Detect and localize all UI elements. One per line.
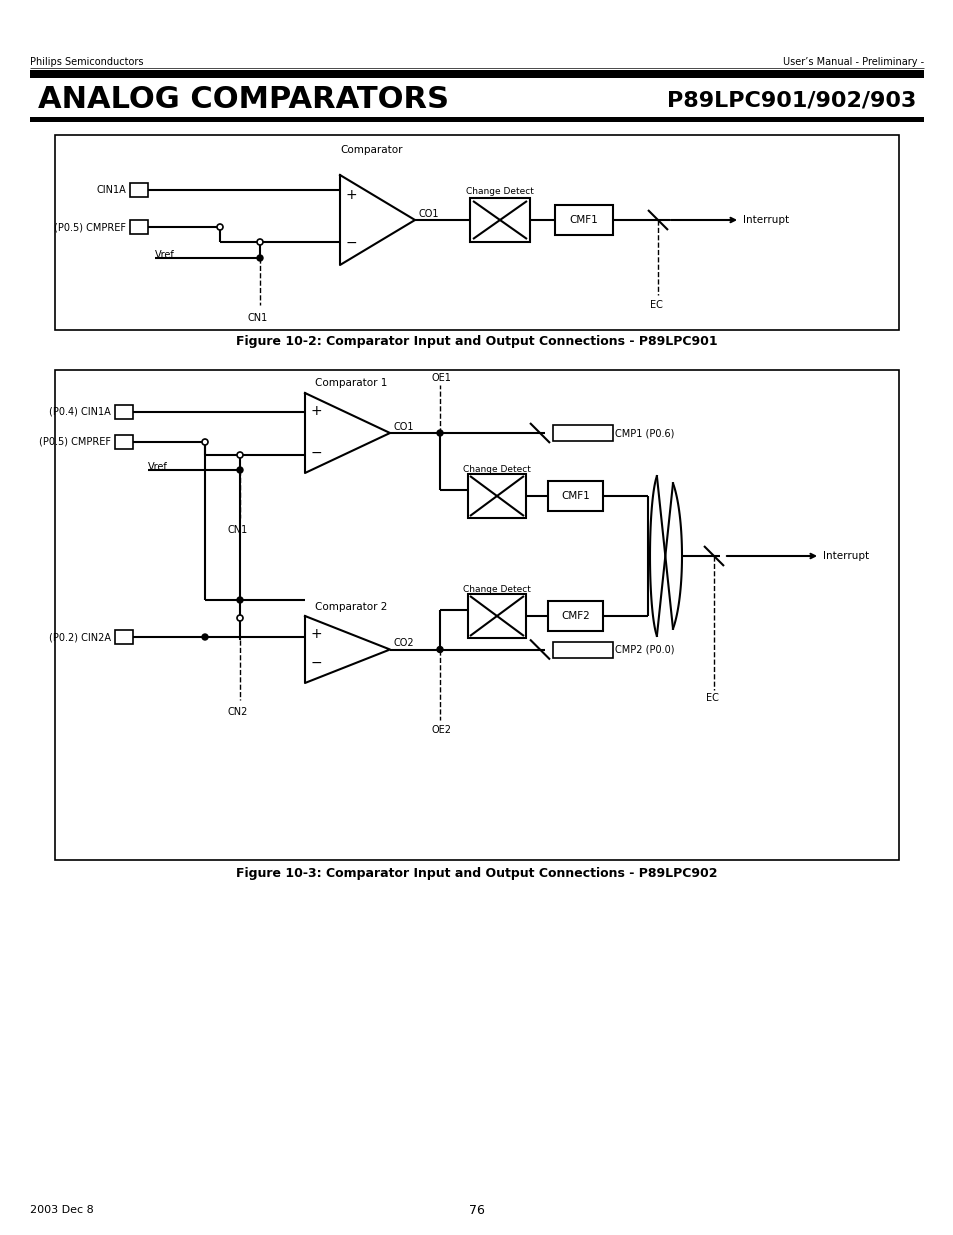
- Bar: [468, 594, 525, 638]
- Text: User’s Manual - Preliminary -: User’s Manual - Preliminary -: [782, 57, 923, 67]
- Text: P89LPC901/902/903: P89LPC901/902/903: [666, 90, 915, 110]
- Text: CO2: CO2: [394, 638, 415, 648]
- Circle shape: [256, 240, 263, 245]
- Text: Vref: Vref: [154, 249, 174, 261]
- Bar: [547, 601, 602, 631]
- Circle shape: [436, 430, 442, 436]
- Bar: [553, 425, 613, 441]
- Text: 2003 Dec 8: 2003 Dec 8: [30, 1205, 93, 1215]
- Text: Comparator 1: Comparator 1: [314, 378, 387, 388]
- Text: CN1: CN1: [228, 525, 248, 535]
- Text: 76: 76: [469, 1203, 484, 1216]
- Circle shape: [256, 254, 263, 261]
- Circle shape: [202, 438, 208, 445]
- Bar: [30, 117, 923, 122]
- Text: CMP2 (P0.0): CMP2 (P0.0): [615, 645, 674, 655]
- Text: −: −: [346, 236, 357, 249]
- Text: EC: EC: [705, 693, 719, 703]
- Text: CO1: CO1: [394, 422, 414, 432]
- Text: Figure 10-2: Comparator Input and Output Connections - P89LPC901: Figure 10-2: Comparator Input and Output…: [236, 336, 717, 348]
- Text: +: +: [311, 404, 322, 417]
- Text: (P0.5) CMPREF: (P0.5) CMPREF: [39, 437, 111, 447]
- Text: Change Detect: Change Detect: [462, 584, 531, 594]
- Text: CIN1A: CIN1A: [96, 185, 126, 195]
- Text: +: +: [346, 188, 357, 203]
- Text: OE1: OE1: [432, 373, 452, 383]
- Bar: [470, 198, 530, 242]
- Text: CMP1 (P0.6): CMP1 (P0.6): [615, 429, 674, 438]
- Text: Change Detect: Change Detect: [462, 464, 531, 473]
- Text: CN1: CN1: [248, 312, 268, 324]
- Bar: [115, 435, 132, 450]
- Text: ANALOG COMPARATORS: ANALOG COMPARATORS: [38, 85, 449, 115]
- Text: CMF2: CMF2: [560, 611, 589, 621]
- Text: Interrupt: Interrupt: [742, 215, 788, 225]
- Text: Change Detect: Change Detect: [466, 188, 534, 196]
- Text: +: +: [311, 627, 322, 641]
- Text: CN2: CN2: [228, 706, 248, 718]
- Text: Figure 10-3: Comparator Input and Output Connections - P89LPC902: Figure 10-3: Comparator Input and Output…: [236, 867, 717, 881]
- Text: −: −: [311, 656, 322, 671]
- Circle shape: [236, 615, 243, 621]
- Circle shape: [436, 646, 442, 652]
- Text: EC: EC: [649, 300, 662, 310]
- Bar: [555, 205, 613, 235]
- Circle shape: [202, 634, 208, 640]
- Text: CMF1: CMF1: [560, 492, 589, 501]
- Text: CO1: CO1: [418, 209, 439, 219]
- Bar: [130, 220, 148, 233]
- Bar: [547, 480, 602, 511]
- Text: −: −: [311, 446, 322, 459]
- Bar: [115, 630, 132, 643]
- Bar: [468, 474, 525, 517]
- Text: Vref: Vref: [148, 462, 168, 472]
- Bar: [55, 135, 898, 330]
- Text: (P0.4) CIN1A: (P0.4) CIN1A: [50, 408, 111, 417]
- Text: Comparator 2: Comparator 2: [314, 601, 387, 613]
- Text: Comparator: Comparator: [339, 144, 402, 156]
- Bar: [115, 405, 132, 419]
- Circle shape: [236, 467, 243, 473]
- Circle shape: [216, 224, 223, 230]
- Text: (P0.2) CIN2A: (P0.2) CIN2A: [49, 632, 111, 642]
- Text: Philips Semiconductors: Philips Semiconductors: [30, 57, 143, 67]
- Bar: [30, 70, 923, 78]
- Bar: [55, 370, 898, 860]
- Text: CMF1: CMF1: [569, 215, 598, 225]
- Text: OE2: OE2: [432, 725, 452, 735]
- Text: Interrupt: Interrupt: [822, 551, 868, 561]
- Circle shape: [236, 452, 243, 458]
- Bar: [130, 183, 148, 198]
- Text: (P0.5) CMPREF: (P0.5) CMPREF: [54, 222, 126, 232]
- Bar: [553, 641, 613, 657]
- Circle shape: [236, 597, 243, 603]
